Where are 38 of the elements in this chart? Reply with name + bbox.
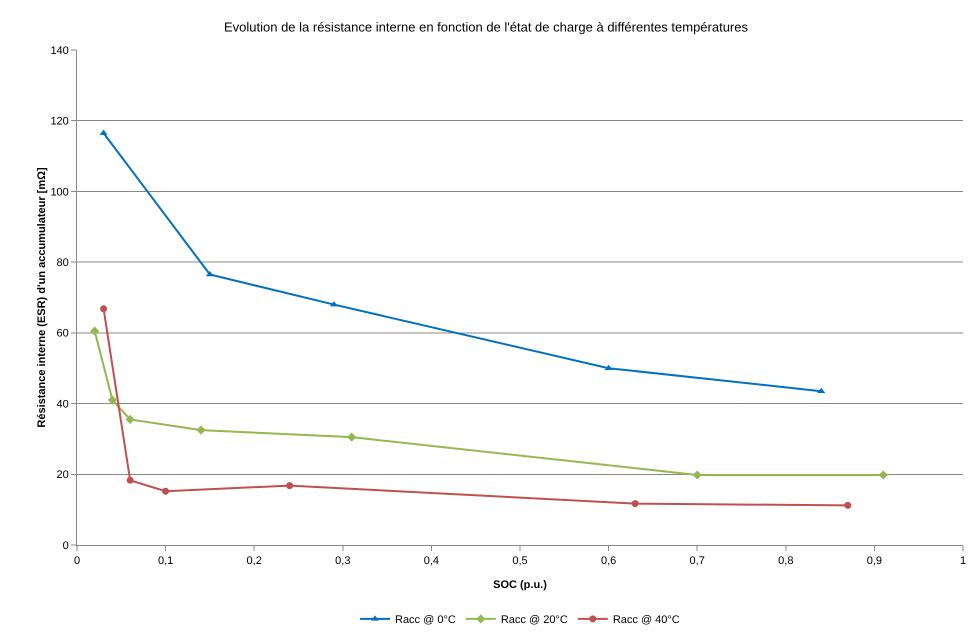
point: [126, 414, 135, 424]
x-tick-label: 0,6: [600, 555, 616, 568]
point: [878, 470, 888, 480]
point: [108, 395, 117, 405]
x-tick-label: 0,1: [158, 555, 174, 568]
y-tick-label: 60: [56, 328, 69, 340]
point: [126, 476, 134, 484]
x-tick-label: 0,2: [246, 555, 262, 568]
point: [100, 305, 108, 312]
x-axis-title: SOC (p.u.): [493, 579, 548, 591]
x-tick-label: 0,8: [778, 555, 794, 568]
x-tick-label: 0,3: [335, 555, 350, 568]
point: [692, 470, 702, 480]
legend-label: Racc @ 20°C: [500, 614, 568, 626]
x-tick-label: 0,9: [866, 555, 882, 568]
point: [196, 426, 206, 435]
y-tick-label: 100: [50, 186, 69, 198]
y-tick-label: 40: [56, 398, 69, 410]
point: [286, 482, 294, 490]
x-tick-label: 1: [960, 555, 966, 568]
point: [90, 326, 100, 336]
x-tick-label: 0,7: [690, 555, 705, 568]
y-tick-label: 120: [50, 116, 69, 128]
y-tick-label: 20: [56, 469, 69, 482]
point: [347, 432, 356, 442]
point: [162, 488, 170, 495]
y-tick-label: 140: [50, 44, 69, 57]
chart-title: Evolution de la résistance interne en fonction de l'état de charge à différentes températures: [224, 19, 749, 34]
y-axis-title: Résistance interne (ESR) d'un accumulateur [mΩ]: [36, 167, 48, 428]
legend-label: Racc @ 0°C: [395, 614, 456, 626]
x-tick-label: 0: [74, 555, 80, 568]
point: [844, 502, 852, 509]
x-tick-label: 0,4: [424, 555, 440, 568]
legend-label: Racc @ 40°C: [612, 614, 680, 626]
x-tick-label: 0,5: [512, 555, 528, 568]
y-tick-label: 80: [56, 256, 69, 269]
y-tick-label: 0: [62, 540, 69, 552]
point: [632, 500, 639, 508]
